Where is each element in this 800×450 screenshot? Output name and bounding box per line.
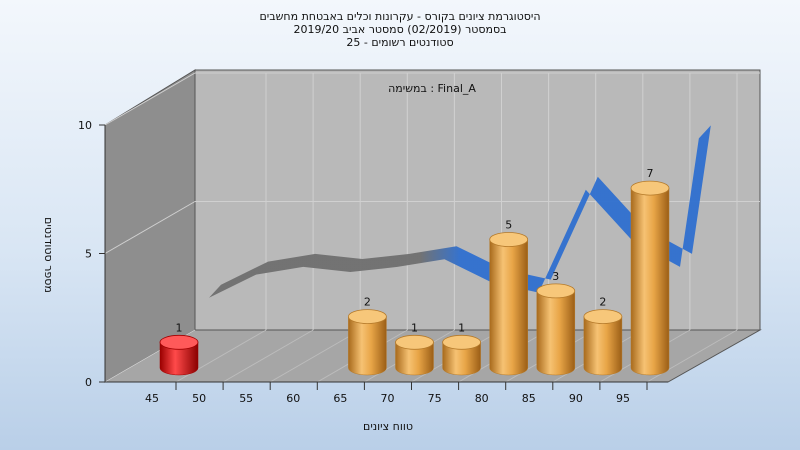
histogram-bars: 1 2 1 1 5 3 2 7: [159, 167, 670, 376]
bar-75: 1: [442, 321, 482, 376]
x-tick-label: 85: [522, 392, 536, 405]
bar-body: [159, 342, 199, 376]
bar-70: 1: [395, 321, 434, 376]
chart-title-line-1: היסטוגרמת ציונים בקורס - עקרונות וכלים ב…: [259, 10, 541, 23]
x-tick-label: 60: [286, 392, 300, 405]
x-tick-label: 90: [569, 392, 583, 405]
y-axis-label: מספר סטודנטים: [42, 217, 55, 293]
x-tick-label: 55: [239, 392, 253, 405]
bar-body: [489, 239, 528, 376]
chart-title-line-2: בסמסטר (02/2019) סמסטר אביב 2019/20: [293, 23, 507, 36]
bar-value-label: 1: [458, 321, 465, 334]
y-tick-label: 0: [85, 376, 92, 389]
x-tick-labels: 45 50 55 60 65 70 75 80 85 90 95: [145, 382, 648, 405]
bar-value-label: 2: [599, 296, 606, 309]
bar-cap: [583, 309, 623, 325]
bar-body: [536, 290, 576, 376]
bar-value-label: 1: [176, 321, 183, 334]
bar-cap: [536, 283, 576, 299]
x-tick-label: 50: [192, 392, 206, 405]
bar-cap: [489, 232, 529, 247]
distribution-ribbon: [209, 125, 711, 298]
bar-value-label: 1: [411, 321, 418, 334]
back-wall: [194, 69, 761, 331]
bar-body: [630, 187, 670, 376]
side-gridline: [104, 201, 196, 254]
x-tick-label: 45: [145, 392, 159, 405]
task-subtitle: במשימה : Final_A: [388, 82, 476, 95]
bar-cap: [442, 334, 482, 350]
bar-cap: [395, 334, 434, 350]
bar-65: 2: [347, 296, 387, 376]
bar-value-label: 3: [552, 270, 559, 283]
x-axis-label: טווח ציונים: [363, 420, 413, 433]
bar-cap: [159, 334, 199, 350]
chart-title-line-3: סטודנטים רשומים - 25: [346, 36, 454, 49]
x-tick-label: 75: [428, 392, 442, 405]
bar-cap: [630, 180, 670, 196]
bar-value-label: 2: [364, 296, 371, 309]
bar-85: 3: [536, 270, 576, 376]
floor-gridline: [269, 329, 361, 383]
bar-95: 7: [630, 167, 670, 376]
bar-body: [348, 316, 387, 376]
bar-45: 1: [159, 321, 199, 376]
x-tick-label: 80: [475, 392, 489, 405]
x-tick-label: 95: [616, 392, 630, 405]
bar-body: [442, 342, 481, 376]
x-tick-label: 70: [381, 392, 395, 405]
bar-80: 5: [489, 219, 529, 376]
bar-cap: [347, 309, 387, 325]
distribution-ribbon-shape: [209, 125, 711, 298]
x-tick-label: 65: [333, 392, 347, 405]
y-tick-labels: 0 5 10: [78, 119, 105, 389]
bar-value-label: 5: [505, 219, 512, 232]
bar-body: [395, 342, 434, 376]
bar-body: [583, 316, 623, 376]
floor-gridline: [222, 329, 314, 383]
gridlines: [104, 72, 760, 383]
bar-value-label: 7: [647, 167, 654, 180]
bar-90: 2: [583, 296, 623, 376]
side-gridline: [104, 72, 196, 126]
y-tick-label: 10: [78, 119, 92, 132]
y-tick-label: 5: [85, 248, 92, 261]
